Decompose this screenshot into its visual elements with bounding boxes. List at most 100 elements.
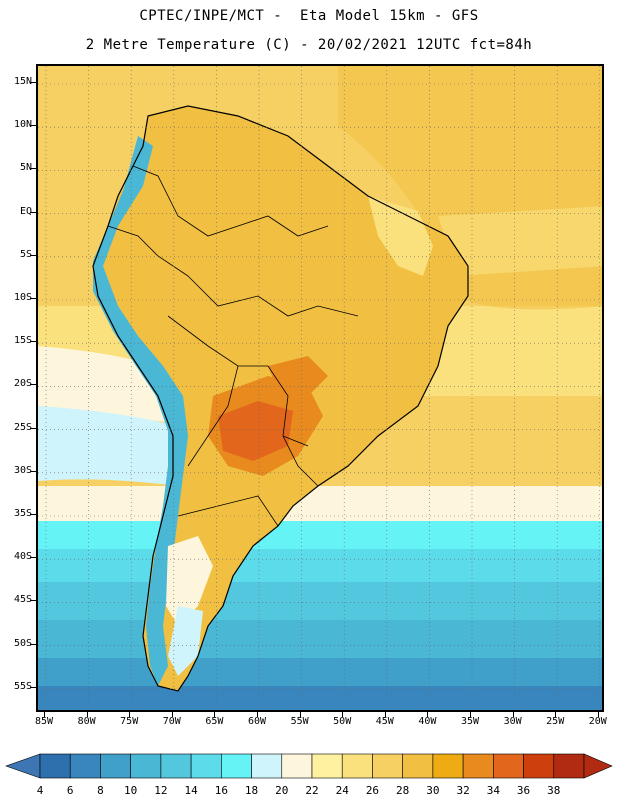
lon-label: 75W [120,716,139,727]
colorbar-under-arrow [5,753,41,779]
colorbar-label: 18 [244,784,259,797]
lon-tick [342,712,344,717]
colorbar-label: 20 [275,784,289,797]
lat-label: 50S [13,637,32,649]
lat-label: 5S [19,248,32,260]
ocean-band-10 [38,620,602,660]
colorbar-over-arrow [583,753,613,779]
ocean-band-pacific-cool [38,346,198,426]
lon-tick [299,712,301,717]
ocean-band-16 [38,521,602,551]
lon-tick [129,712,131,717]
lat-label: 35S [13,508,32,519]
northeast-mild-area [368,196,433,276]
lat-tick [30,298,36,299]
lat-label: 5N [19,162,32,174]
lon-tick [555,712,557,717]
lat-tick [30,470,36,472]
lat-label: 20S [13,378,32,390]
lon-label: 25W [546,716,565,727]
lon-label: 60W [247,716,267,727]
atlantic-24-streak [438,206,602,276]
lat-label: 10N [13,119,32,131]
colorbar-label: 32 [456,784,470,797]
lon-tick [86,712,88,717]
colorbar-label: 28 [396,784,410,797]
colorbar-segment [493,753,524,779]
colorbar-segment [341,753,373,779]
colorbar-segment [462,753,494,779]
colorbar-segment [372,753,403,779]
title-line-1: CPTEC/INPE/MCT - Eta Model 15km - GFS [139,8,479,24]
ocean-band-12 [38,582,602,622]
ocean-band-14 [38,549,602,584]
lat-label: 15N [13,76,32,87]
colorbar [5,753,613,779]
lat-label: 25S [13,421,32,433]
lat-tick [30,514,36,515]
ocean-band-20 [38,486,602,526]
colorbar-segment [432,753,464,779]
colorbar-label: 22 [305,784,319,797]
temperature-map[interactable] [38,66,604,712]
lon-label: 30W [503,716,522,727]
lat-tick [30,384,36,386]
colorbar-label: 38 [547,784,561,797]
lon-tick [171,712,173,717]
lon-label: 70W [162,716,181,727]
lat-label: 15S [13,335,32,347]
lon-label: 65W [205,716,224,727]
lat-tick [30,643,36,645]
lat-tick [30,557,36,559]
lon-tick [257,712,258,717]
colorbar-segment [523,753,555,779]
colorbar-segment [402,753,434,779]
colorbar-label: 16 [214,784,228,797]
ocean-band-8 [38,658,602,688]
lat-tick [30,254,36,256]
lon-tick [44,712,45,717]
colorbar-segment [100,753,131,779]
lon-label: 40W [418,716,437,727]
ocean-band-6 [38,686,602,710]
colorbar-segment [553,753,585,779]
lat-label: EQ [19,205,32,217]
lon-label: 20W [588,716,607,727]
lon-label: 55W [290,716,309,727]
colorbar-label: 6 [66,784,74,797]
colorbar-label: 30 [426,784,440,797]
colorbar-segment [221,753,252,779]
colorbar-segment [160,753,192,779]
lon-label: 80W [77,716,96,727]
lon-label: 50W [333,716,352,727]
colorbar-segment [130,753,162,779]
colorbar-label: 12 [154,784,168,797]
lat-label: 40S [13,551,32,563]
patagonia-cool-area [168,606,203,676]
title-line-2: 2 Metre Temperature (C) - 20/02/2021 12U… [85,37,533,53]
andes-cold-strip [93,136,188,686]
lat-label: 10S [13,292,32,303]
colorbar-label: 4 [36,784,44,797]
colorbar-segment [39,753,71,779]
hottest-region [218,401,293,461]
colorbar-segment [69,753,101,779]
lon-tick [427,712,429,717]
lon-tick [470,712,471,717]
grid-lines [38,66,602,710]
colorbar-label: 14 [184,784,198,797]
colorbar-label: 36 [516,784,531,797]
colorbar-label: 10 [124,784,138,797]
colorbar-label: 34 [486,784,500,797]
lat-label: 30S [13,464,32,476]
map-frame[interactable] [36,64,604,712]
lon-label: 85W [34,716,54,727]
colorbar-segment [281,753,313,779]
lon-tick [512,712,514,717]
colorbar-segment [190,753,222,779]
lon-tick [384,712,386,717]
lon-label: 35W [460,716,480,727]
lat-tick [30,427,36,429]
colorbar-label: 24 [335,784,349,797]
lon-label: 45W [375,716,394,727]
